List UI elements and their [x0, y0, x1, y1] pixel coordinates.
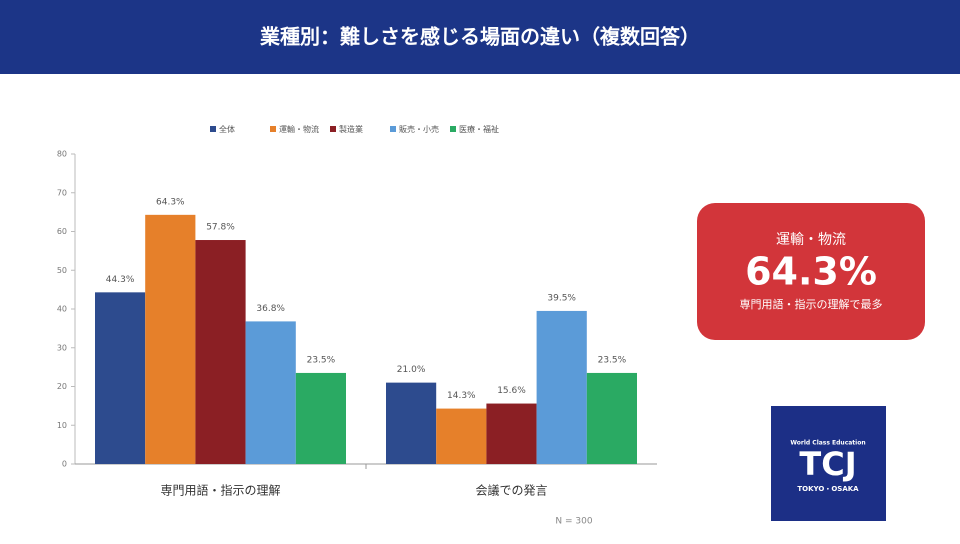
y-tick-label: 40 — [57, 305, 67, 314]
y-tick-label: 30 — [57, 343, 67, 352]
legend-label: 運輸・物流 — [279, 124, 319, 134]
logo-name: TCJ — [799, 445, 856, 483]
value-label: 23.5% — [307, 355, 336, 365]
bar — [386, 382, 437, 464]
value-label: 39.5% — [547, 293, 576, 303]
y-tick-label: 80 — [57, 150, 67, 159]
legend-swatch — [270, 126, 276, 132]
y-tick-label: 50 — [57, 266, 67, 275]
bar — [536, 310, 587, 464]
callout-box — [697, 203, 925, 340]
y-tick-label: 70 — [57, 188, 67, 197]
legend-swatch — [330, 126, 336, 132]
logo-box — [771, 406, 886, 521]
legend-label: 全体 — [219, 124, 235, 134]
callout-label: 運輸・物流 — [776, 232, 846, 248]
y-tick-label: 60 — [57, 227, 67, 236]
value-label: 21.0% — [397, 365, 426, 375]
bar — [586, 372, 637, 464]
callout-caption: 専門用語・指示の理解で最多 — [740, 297, 883, 311]
value-label: 64.3% — [156, 197, 185, 207]
bar — [95, 292, 146, 464]
bar — [295, 372, 346, 464]
bar — [145, 214, 196, 464]
value-label: 44.3% — [106, 275, 135, 285]
value-label: 23.5% — [598, 355, 627, 365]
x-tick-label: 専門用語・指示の理解 — [160, 483, 280, 498]
chart: 0 10 20 30 40 50 60 70 80 全体 運輸・物流 製造業 販売・小売 医療・福祉専門用… — [57, 124, 657, 527]
header-band — [0, 0, 960, 74]
bar — [195, 240, 246, 464]
note: N = 300 — [555, 517, 592, 527]
legend-label: 販売・小売 — [399, 124, 439, 134]
logo-tagline: World Class Education — [790, 440, 865, 447]
value-label: 57.8% — [206, 223, 235, 233]
logo-place: TOKYO・OSAKA — [797, 485, 859, 493]
bar — [245, 321, 296, 464]
legend-swatch — [210, 126, 216, 132]
y-tick-label: 0 — [62, 460, 67, 469]
legend-label: 医療・福祉 — [459, 124, 499, 134]
y-tick-label: 10 — [57, 421, 67, 430]
legend-swatch — [450, 126, 456, 132]
legend-label: 製造業 — [339, 124, 363, 134]
value-label: 36.8% — [256, 304, 285, 314]
y-tick-label: 20 — [57, 382, 67, 391]
legend-swatch — [390, 126, 396, 132]
callout-value: 64.3% — [745, 250, 877, 294]
x-tick-label: 会議での発言 — [475, 484, 547, 498]
header-title: 業種別：難しさを感じる場面の違い（複数回答） — [260, 25, 700, 49]
bar — [436, 408, 487, 464]
value-label: 15.6% — [497, 386, 526, 396]
value-label: 14.3% — [447, 391, 476, 401]
bar — [486, 403, 537, 464]
